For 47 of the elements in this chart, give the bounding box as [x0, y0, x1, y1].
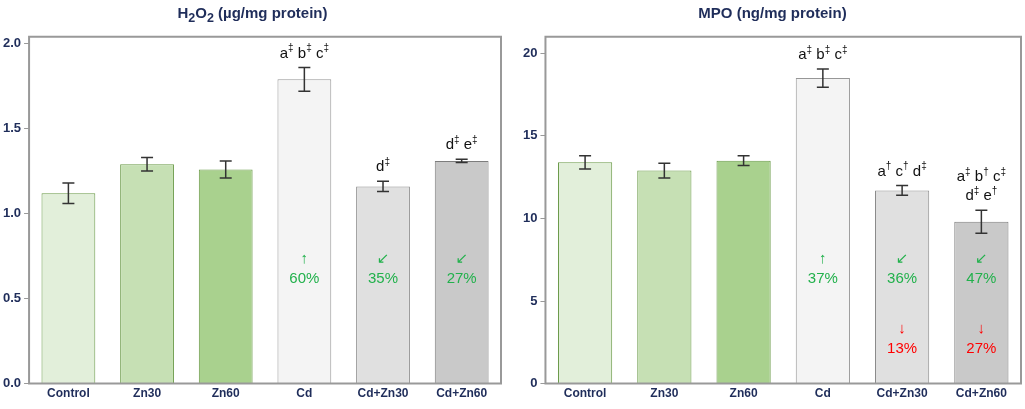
x-tick-label: Cd — [296, 386, 313, 401]
chart-title: MPO (ng/mg protein) — [697, 3, 848, 23]
annotation: 47% — [966, 269, 997, 287]
y-tick-label: 5 — [530, 292, 538, 308]
x-tick-label: Cd+Zn60 — [955, 386, 1008, 401]
y-tick-label: 0 — [530, 375, 538, 391]
annotation: d‡ e† — [965, 184, 998, 204]
y-tick-label: 20 — [522, 44, 538, 60]
annotation: ↓ — [898, 318, 906, 336]
annotation: ↓ — [977, 318, 986, 336]
annotation: 13% — [887, 338, 918, 356]
chart-title: H$_{2}$O$_{2}$ (µg/mg protein) — [176, 3, 329, 26]
annotation: ↑ — [819, 249, 827, 267]
annotation: 35% — [368, 269, 399, 287]
annotation: ↑ — [300, 249, 309, 267]
x-tick-label: Cd+Zn60 — [436, 386, 488, 401]
annotation: 36% — [887, 269, 918, 287]
x-tick-label: Cd — [814, 386, 831, 401]
y-tick-label: 0.0 — [2, 375, 22, 391]
y-tick-label: 15 — [522, 127, 538, 143]
annotation: 37% — [807, 269, 838, 287]
annotation: ↙ — [376, 249, 390, 267]
annotation: 60% — [289, 269, 320, 287]
annotation: ↙ — [975, 249, 988, 267]
annotation: ↙ — [895, 249, 909, 267]
annotation: d‡ e‡ — [445, 133, 478, 153]
annotation: a‡ b‡ c‡ — [798, 43, 848, 63]
annotation: d‡ — [376, 156, 390, 175]
annotation: 27% — [446, 269, 477, 287]
annotation: 27% — [966, 338, 997, 356]
x-tick-label: Control — [563, 386, 607, 401]
x-tick-label: Cd+Zn30 — [876, 386, 928, 401]
x-tick-label: Cd+Zn30 — [357, 386, 409, 401]
y-tick-label: 0.5 — [2, 290, 22, 306]
y-tick-label: 1.5 — [2, 120, 22, 136]
y-tick-label: 1.0 — [2, 205, 22, 221]
y-tick-label: 2.0 — [2, 35, 22, 51]
annotation: a‡ b† c‡ — [956, 165, 1006, 185]
x-tick-label: Zn60 — [211, 386, 241, 401]
annotation: ↙ — [455, 249, 468, 267]
annotation: a‡ b‡ c‡ — [279, 42, 329, 61]
x-tick-label: Control — [47, 386, 90, 401]
x-tick-label: Zn30 — [133, 386, 162, 401]
x-tick-label: Zn30 — [650, 386, 679, 401]
y-tick-label: 10 — [522, 210, 538, 226]
x-tick-label: Zn60 — [729, 386, 758, 401]
annotation: a† c† d‡ — [877, 160, 927, 179]
